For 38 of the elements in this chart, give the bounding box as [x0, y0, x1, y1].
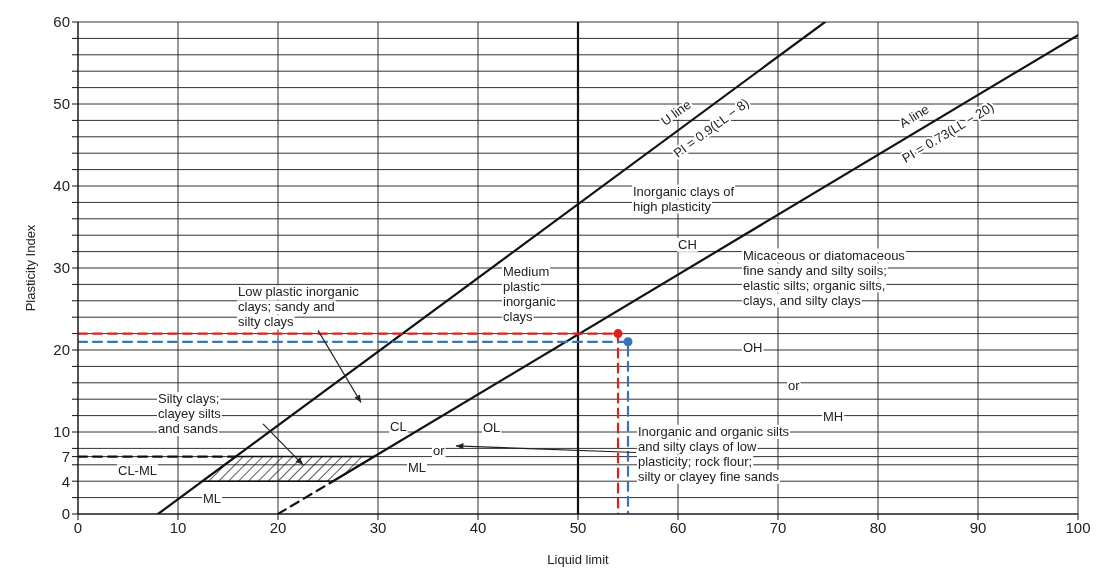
annotation: or: [788, 377, 801, 393]
y-axis-title: Plasticity Index: [22, 224, 38, 312]
y-tick-label: 20: [53, 341, 70, 359]
annotation: CH: [678, 236, 697, 252]
x-tick-label: 40: [469, 518, 487, 536]
annotation: OL: [483, 419, 501, 435]
x-tick-label: 80: [869, 518, 887, 536]
annotation: Medium plastic inorganic clays: [503, 263, 557, 324]
y-tick-label: 10: [53, 423, 70, 441]
x-tick-label: 60: [669, 518, 687, 536]
y-tick-label: 4: [61, 472, 70, 490]
annotation: CL-ML: [118, 463, 158, 479]
y-tick-label: 60: [53, 13, 70, 31]
x-tick-label: 100: [1065, 518, 1091, 536]
annotation: ML: [408, 459, 427, 475]
y-tick-label: 7: [61, 447, 70, 465]
x-tick-label: 20: [269, 518, 287, 536]
annotation: Low plastic inorganic clays; sandy and silty clays: [238, 284, 360, 330]
annotation: Inorganic and organic silts and silty clays of low plasticity; rock flour; silty or clayey fine sands: [638, 423, 790, 484]
x-tick-label: 50: [569, 518, 587, 536]
x-axis-title: Liquid limit: [547, 552, 610, 567]
annotation: OH: [743, 340, 763, 356]
x-tick-label: 0: [73, 518, 83, 536]
x-tick-label: 30: [369, 518, 387, 536]
annotation: CL: [390, 418, 407, 434]
y-tick-label: 40: [53, 177, 70, 195]
annotation: Inorganic clays of high plasticity: [633, 183, 735, 214]
x-tick-label: 90: [969, 518, 987, 536]
annotation: MH: [823, 409, 844, 425]
y-tick-label: 50: [53, 95, 70, 113]
annotation: or: [433, 443, 446, 459]
annotation: ML: [203, 491, 222, 507]
annotation: Silty clays; clayey silts and sands: [158, 391, 222, 436]
x-tick-label: 70: [769, 518, 787, 536]
y-tick-label: 0: [61, 505, 70, 523]
x-tick-label: 10: [169, 518, 187, 536]
y-tick-label: 30: [53, 259, 70, 277]
annotation: Micaceous or diatomaceous fine sandy and silty soils; elastic silts; organic silts, clays, and silty clays: [743, 247, 906, 308]
